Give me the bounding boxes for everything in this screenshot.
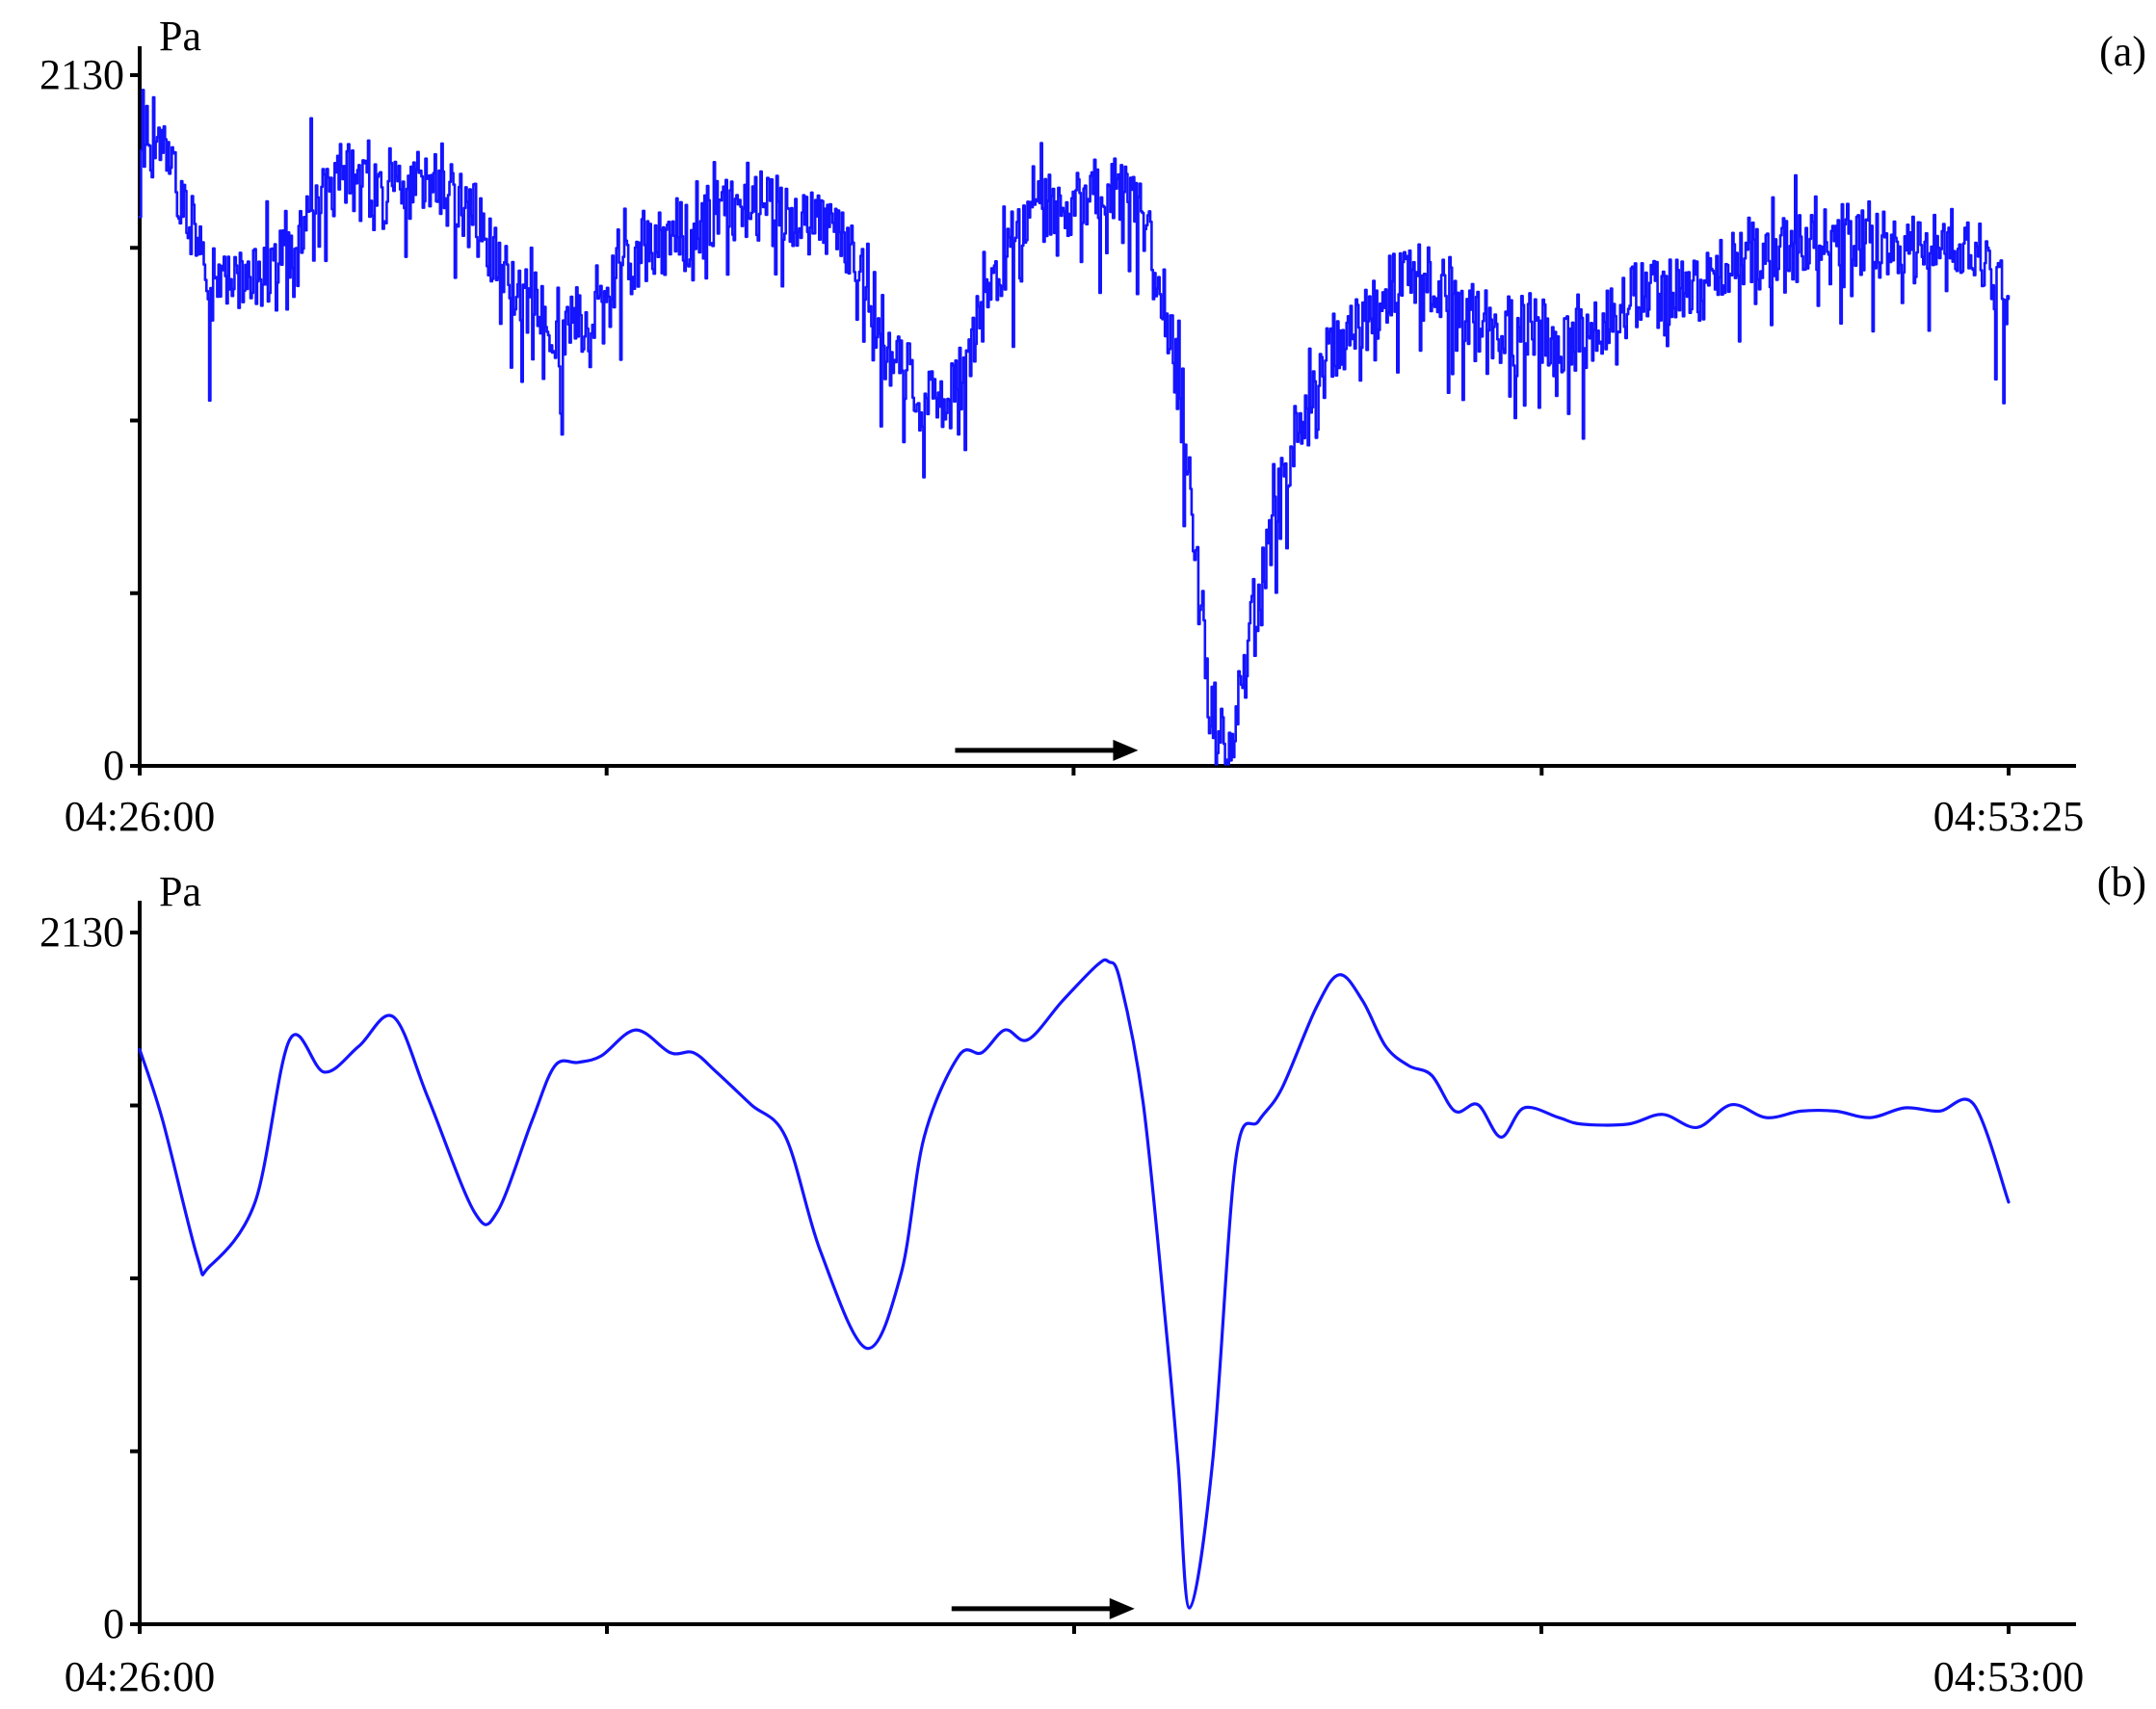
chart-panel-a: 0 2130 04:26:00 04:53:25 Pa (a) bbox=[39, 13, 2146, 840]
arrow-head bbox=[1109, 1597, 1135, 1619]
panel-label: (b) bbox=[2097, 858, 2146, 906]
y-unit-label: Pa bbox=[159, 13, 201, 60]
chart-panel-b: 0 2130 04:26:00 04:53:00 Pa (b) bbox=[39, 858, 2146, 1700]
y-tick-label: 2130 bbox=[39, 908, 124, 956]
y-tick-label: 2130 bbox=[39, 51, 124, 98]
series-line bbox=[138, 89, 2011, 766]
arrow-head bbox=[1113, 739, 1139, 761]
y-unit-label: Pa bbox=[159, 868, 201, 915]
x-tick-label: 04:53:00 bbox=[1933, 1653, 2084, 1700]
x-tick-label: 04:53:25 bbox=[1933, 793, 2084, 840]
y-tick-label: 0 bbox=[103, 742, 124, 789]
panel-label: (a) bbox=[2099, 28, 2146, 75]
x-tick-label: 04:26:00 bbox=[65, 1653, 215, 1700]
x-tick-label: 04:26:00 bbox=[65, 793, 215, 840]
y-tick-label: 0 bbox=[103, 1600, 124, 1647]
series-line bbox=[138, 958, 2011, 1610]
